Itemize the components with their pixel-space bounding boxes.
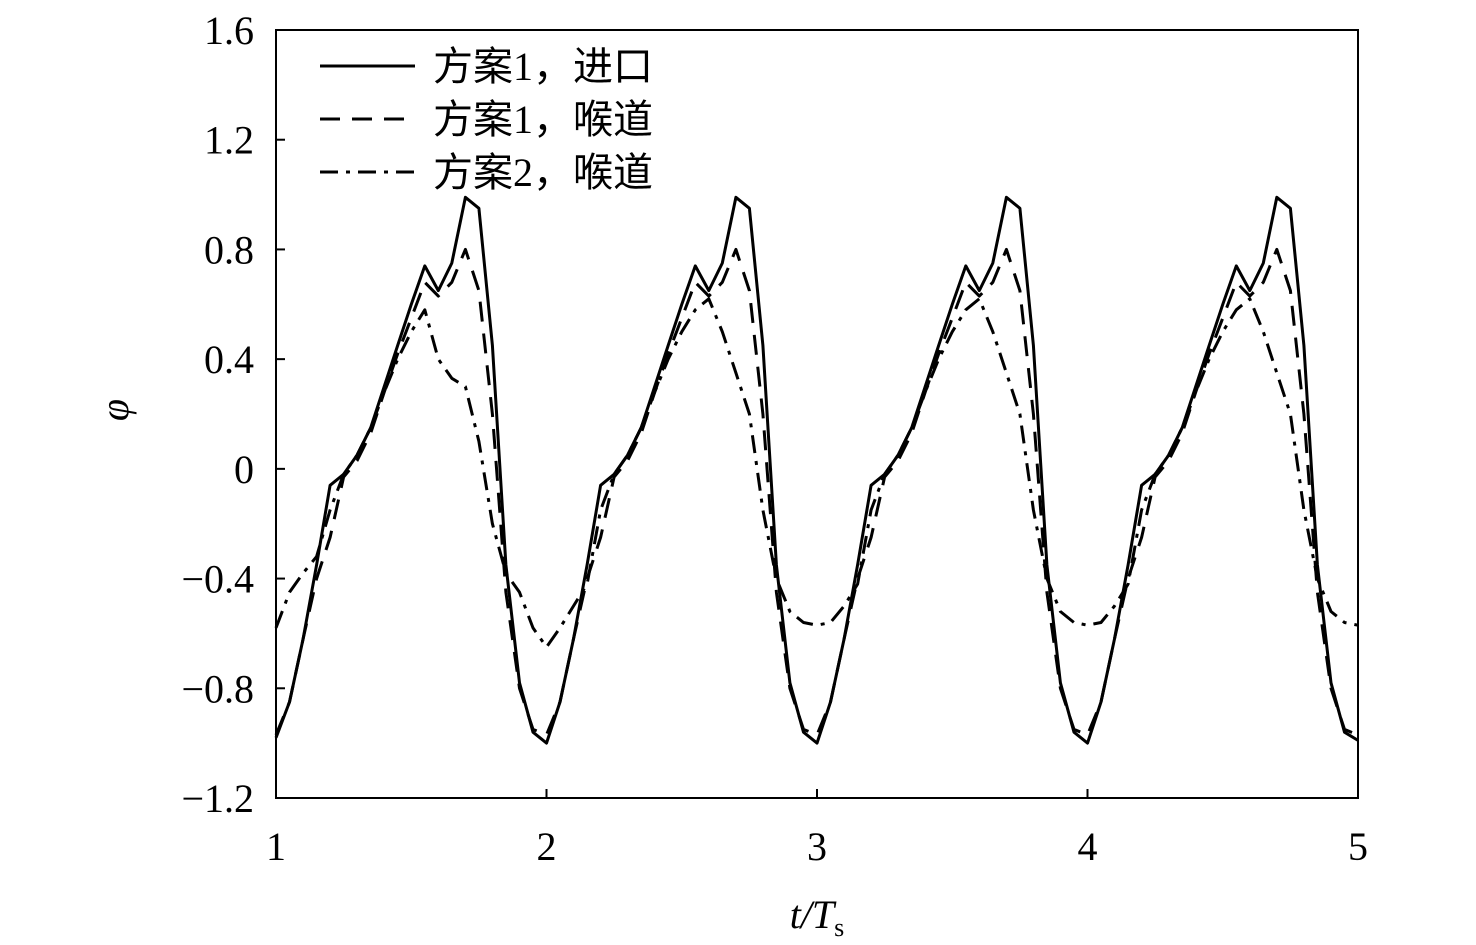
x-tick-label: 2 <box>537 824 557 869</box>
x-label-main: t/T <box>790 892 837 937</box>
x-label-sub: s <box>834 913 844 942</box>
series-line <box>274 297 1359 649</box>
y-tick-label: 0 <box>234 447 254 492</box>
y-axis-label: φ <box>92 399 137 421</box>
y-tick-label: 1.2 <box>204 118 254 163</box>
y-tick-label: −0.8 <box>181 666 254 711</box>
y-tick-label: −0.4 <box>181 557 254 602</box>
legend-label: 方案2，喉道 <box>433 150 653 195</box>
y-tick-label: 0.4 <box>204 337 254 382</box>
legend-label: 方案1，进口 <box>433 44 653 89</box>
plot-frame <box>275 29 1359 799</box>
y-tick-label: −1.2 <box>181 776 254 821</box>
legend-label: 方案1，喉道 <box>433 97 653 142</box>
y-tick-label: 1.6 <box>204 8 254 53</box>
y-tick-label: 0.8 <box>204 227 254 272</box>
x-axis-label: t/Ts <box>790 892 845 942</box>
x-tick-label: 1 <box>266 824 286 869</box>
x-tick-label: 4 <box>1078 824 1098 869</box>
series-line <box>274 195 1359 745</box>
x-tick-label: 3 <box>807 824 827 869</box>
x-tick-label: 5 <box>1348 824 1368 869</box>
series-line <box>274 247 1359 737</box>
